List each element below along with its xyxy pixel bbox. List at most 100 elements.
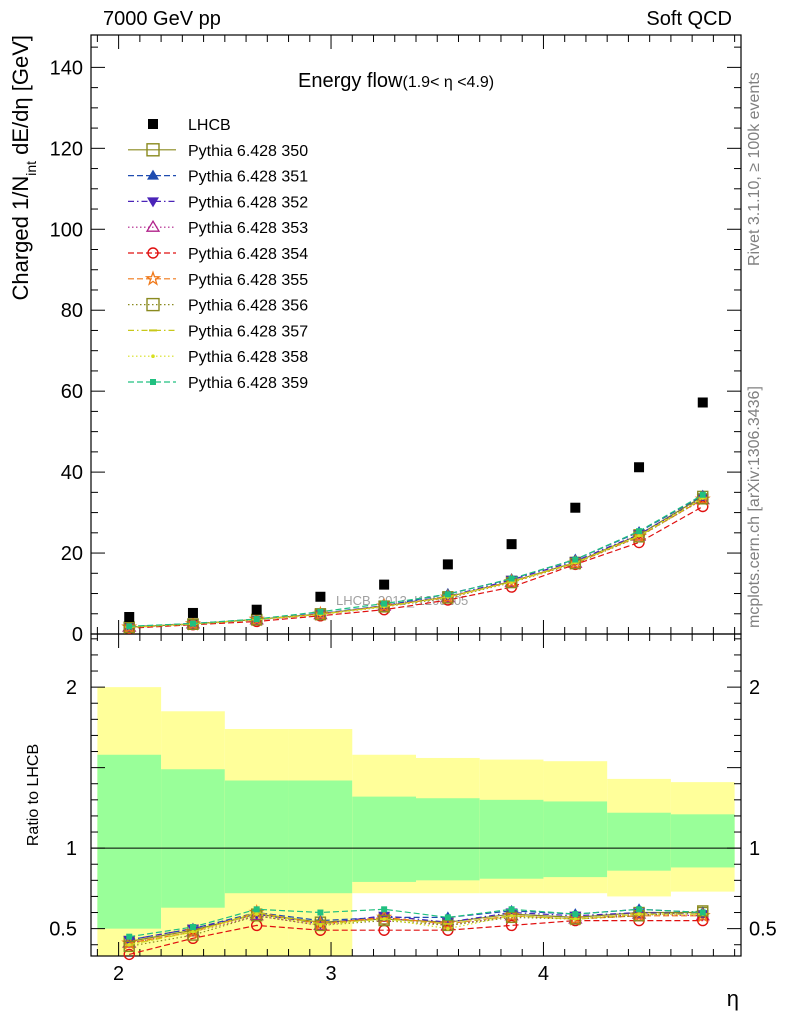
uncertainty-bands bbox=[97, 687, 735, 956]
legend-marker bbox=[146, 143, 160, 157]
series-point bbox=[508, 575, 515, 582]
legend-entry-series-6: Pythia 6.428 355 bbox=[128, 270, 308, 289]
main-y-axis: 0 20 40 60 80 100 120 140 bbox=[50, 46, 741, 646]
ratio-y-axis-title: Ratio to LHCB bbox=[25, 744, 42, 846]
ratio-series-point bbox=[376, 910, 392, 923]
header-left-label: 7000 GeV pp bbox=[103, 8, 221, 30]
data-point bbox=[315, 591, 326, 602]
data-point bbox=[379, 579, 390, 590]
ratio-series-point bbox=[378, 911, 391, 922]
green-band-bin-0 bbox=[97, 754, 162, 929]
legend-label: Pythia 6.428 353 bbox=[188, 220, 308, 237]
ratio-series-point bbox=[253, 906, 260, 913]
series-point bbox=[444, 591, 451, 598]
ratio-series-point bbox=[126, 933, 133, 940]
legend-label: Pythia 6.428 357 bbox=[188, 323, 308, 340]
series-point bbox=[253, 616, 260, 623]
ratio-series-point bbox=[505, 919, 518, 932]
mc-curves bbox=[121, 489, 711, 635]
y-title-part: dE/dη [GeV] bbox=[8, 35, 33, 161]
green-band-bin-9 bbox=[670, 814, 735, 868]
ratio-series-point bbox=[378, 914, 390, 927]
green-band-bin-2 bbox=[224, 780, 289, 894]
green-band-bin-7 bbox=[543, 801, 608, 878]
series-1 bbox=[123, 490, 709, 633]
legend: LHCB Pythia 6.428 350 Pythia 6.428 351 Pyth… bbox=[128, 117, 308, 392]
green-band-bin-5 bbox=[416, 798, 480, 881]
legend-label: Pythia 6.428 352 bbox=[188, 194, 308, 211]
series-point bbox=[636, 528, 643, 535]
y-tick-label: 140 bbox=[50, 57, 83, 79]
data-point bbox=[124, 612, 135, 623]
legend-marker bbox=[151, 354, 155, 359]
series-point bbox=[572, 556, 579, 563]
legend-marker bbox=[146, 297, 160, 312]
data-point bbox=[187, 607, 198, 618]
series-point bbox=[189, 620, 196, 627]
legend-marker bbox=[148, 119, 158, 129]
ratio-series-5 bbox=[123, 914, 709, 961]
series-point bbox=[126, 623, 133, 630]
y-title-part: Charged 1/N bbox=[8, 176, 33, 301]
green-band-bin-4 bbox=[352, 796, 416, 882]
ratio-series-point bbox=[381, 906, 388, 913]
y-title-subscript: int bbox=[23, 161, 39, 176]
ratio-series-point bbox=[509, 913, 514, 918]
series-line bbox=[129, 494, 704, 627]
ratio-series-line bbox=[129, 911, 703, 946]
ratio-series-point bbox=[318, 923, 323, 928]
ratio-series-point bbox=[123, 940, 135, 953]
ratio-series-point bbox=[636, 906, 643, 913]
x-tick-label: 3 bbox=[325, 963, 336, 985]
legend-marker bbox=[147, 197, 159, 208]
legend-marker bbox=[147, 247, 159, 259]
series-9 bbox=[127, 496, 705, 629]
ratio-series-line bbox=[129, 919, 703, 955]
legend-entry-series-5: Pythia 6.428 354 bbox=[128, 246, 308, 263]
x-tick-label: 2 bbox=[113, 963, 124, 985]
series-point bbox=[123, 621, 135, 634]
series-10 bbox=[126, 491, 706, 630]
ratio-series-point bbox=[189, 924, 196, 931]
legend-entry-series-10: Pythia 6.428 359 bbox=[128, 375, 308, 392]
data-point bbox=[442, 559, 453, 570]
series-line bbox=[129, 505, 704, 629]
y-tick-label: 100 bbox=[50, 219, 83, 241]
ratio-y-tick-label: 1 bbox=[66, 838, 77, 860]
ratio-series-point bbox=[699, 909, 706, 916]
ratio-series-line bbox=[129, 911, 703, 941]
series-5 bbox=[123, 500, 709, 635]
legend-entry-series-7: Pythia 6.428 356 bbox=[128, 298, 308, 315]
ratio-y-tick-label-right: 0.5 bbox=[749, 919, 777, 941]
series-2 bbox=[123, 489, 709, 631]
legend-label: Pythia 6.428 359 bbox=[188, 375, 308, 392]
series-point bbox=[637, 533, 641, 538]
series-line bbox=[129, 497, 704, 628]
green-band-bin-6 bbox=[479, 799, 544, 879]
ratio-series-point bbox=[573, 917, 578, 921]
ratio-series-point bbox=[508, 906, 515, 913]
legend-entry-series-1: Pythia 6.428 350 bbox=[128, 143, 308, 160]
ratio-series-line bbox=[129, 911, 703, 944]
y-tick-label: 80 bbox=[61, 300, 83, 322]
data-point bbox=[251, 604, 262, 615]
chart-title: Energy flow(1.9< η <4.9) bbox=[298, 70, 494, 92]
ratio-series-point bbox=[446, 926, 450, 931]
series-3 bbox=[123, 494, 709, 633]
main-y-axis-title: Charged 1/Nint dE/dη [GeV] bbox=[8, 35, 39, 301]
legend-label: LHCB bbox=[188, 117, 231, 134]
legend-label: Pythia 6.428 350 bbox=[188, 143, 308, 160]
ratio-series-10 bbox=[126, 906, 706, 940]
legend-label: Pythia 6.428 358 bbox=[188, 349, 308, 366]
legend-label: Pythia 6.428 355 bbox=[188, 272, 308, 289]
ratio-series-line bbox=[129, 908, 703, 938]
ratio-y-tick-label: 2 bbox=[66, 677, 77, 699]
legend-entry-series-3: Pythia 6.428 352 bbox=[128, 194, 308, 211]
legend-entry-series-2: Pythia 6.428 351 bbox=[128, 169, 308, 186]
series-7 bbox=[123, 493, 709, 634]
y-tick-label: 20 bbox=[61, 543, 83, 565]
ratio-series-point bbox=[254, 912, 259, 916]
x-tick-label: 4 bbox=[538, 963, 549, 985]
ratio-series-line bbox=[129, 913, 703, 946]
legend-entry-series-4: Pythia 6.428 353 bbox=[128, 219, 308, 237]
